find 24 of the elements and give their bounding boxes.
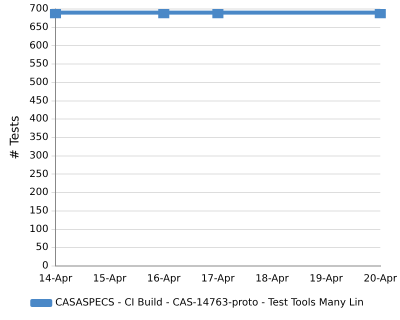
y-tick-label: 300 [29,150,48,162]
y-tick-label: 150 [29,206,48,217]
y-tick-label: 650 [29,22,48,33]
y-tick-label: 400 [29,114,48,125]
y-axis-title: # Tests [7,116,22,160]
x-tick-label: 16-Apr [147,274,182,285]
y-tick-label: 250 [29,168,48,180]
y-tick-label: 50 [36,242,48,254]
y-tick-label: 500 [29,77,48,88]
x-tick-label: 18-Apr [255,274,290,285]
y-tick-label: 100 [29,224,48,235]
y-tick-label: 200 [29,187,48,198]
x-tick-label: 14-Apr [38,274,74,285]
x-tick-label: 19-Apr [309,274,344,285]
legend-label: CASASPECS - CI Build - CAS-14763-proto - Test Tools Many Lin [55,298,364,309]
x-tick-label: 15-Apr [92,274,128,285]
y-tick-label: 600 [29,40,48,52]
x-tick-label: 20-Apr [364,274,398,285]
y-tick-label: 450 [29,95,48,106]
x-tick-label: 17-Apr [201,274,236,285]
y-tick-label: 350 [29,132,48,144]
y-tick-label: 700 [29,4,48,15]
y-tick-label: 550 [29,58,48,70]
y-tick-label: 0 [42,260,48,272]
